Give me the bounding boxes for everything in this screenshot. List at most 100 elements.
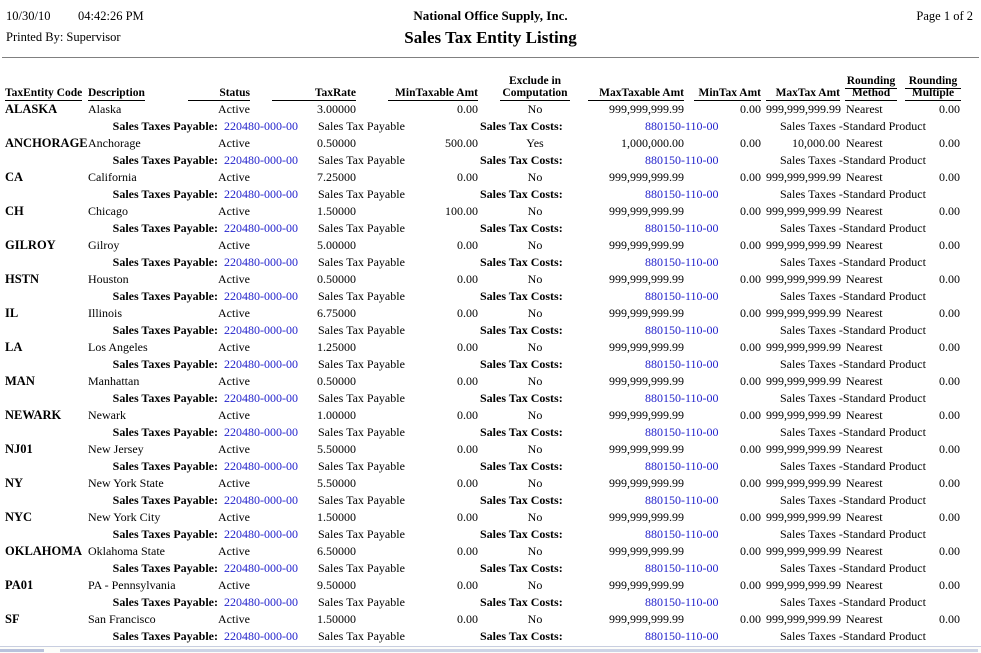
cell-exclude-computation: Yes — [526, 136, 544, 150]
cell-tax-entity-code: MAN — [5, 374, 35, 388]
link-costs-account[interactable]: 880150-110-00 — [645, 425, 719, 439]
link-payable-account[interactable]: 220480-000-00 — [224, 187, 298, 201]
link-costs-account[interactable]: 880150-110-00 — [645, 255, 719, 269]
link-costs-account[interactable]: 880150-110-00 — [645, 221, 719, 235]
cell-tax-rate: 1.00000 — [317, 408, 356, 422]
link-payable-account[interactable]: 220480-000-00 — [224, 357, 298, 371]
text-costs-account-desc: Sales Taxes -Standard Product — [780, 119, 926, 133]
link-costs-account[interactable]: 880150-110-00 — [645, 493, 719, 507]
link-payable-account[interactable]: 220480-000-00 — [224, 425, 298, 439]
label-sales-tax-costs: Sales Tax Costs: — [480, 493, 563, 507]
label-sales-taxes-payable: Sales Taxes Payable: — [112, 459, 218, 473]
link-costs-account[interactable]: 880150-110-00 — [645, 629, 719, 643]
link-costs-account[interactable]: 880150-110-00 — [645, 595, 719, 609]
text-costs-account-desc: Sales Taxes -Standard Product — [780, 493, 926, 507]
table-column-headers: TaxEntity Code Description Status TaxRat… — [0, 75, 981, 102]
link-payable-account[interactable]: 220480-000-00 — [224, 493, 298, 507]
link-costs-account[interactable]: 880150-110-00 — [645, 561, 719, 575]
link-payable-account[interactable]: 220480-000-00 — [224, 595, 298, 609]
link-payable-account[interactable]: 220480-000-00 — [224, 221, 298, 235]
cell-tax-rate: 0.50000 — [317, 136, 356, 150]
cell-description: Illinois — [88, 306, 123, 320]
cell-tax-entity-code: NJ01 — [5, 442, 33, 456]
link-costs-account[interactable]: 880150-110-00 — [645, 153, 719, 167]
cell-tax-rate: 1.50000 — [317, 510, 356, 524]
table-row: CA California Active 7.25000 0.00 No 999,999,9… — [0, 171, 981, 205]
link-payable-account[interactable]: 220480-000-00 — [224, 629, 298, 643]
link-payable-account[interactable]: 220480-000-00 — [224, 561, 298, 575]
cell-tax-entity-code: GILROY — [5, 238, 56, 252]
link-costs-account[interactable]: 880150-110-00 — [645, 289, 719, 303]
column-header-description: Description — [88, 87, 145, 101]
table-row: CH Chicago Active 1.50000 100.00 No 999,999,99… — [0, 205, 981, 239]
viewer-bottom-edge — [0, 646, 981, 653]
link-payable-account[interactable]: 220480-000-00 — [224, 119, 298, 133]
link-payable-account[interactable]: 220480-000-00 — [224, 391, 298, 405]
link-costs-account[interactable]: 880150-110-00 — [645, 323, 719, 337]
text-costs-account-desc: Sales Taxes -Standard Product — [780, 323, 926, 337]
cell-min-tax-amt: 0.00 — [740, 170, 761, 184]
link-costs-account[interactable]: 880150-110-00 — [645, 391, 719, 405]
link-costs-account[interactable]: 880150-110-00 — [645, 459, 719, 473]
cell-tax-entity-code: LA — [5, 340, 23, 354]
cell-tax-entity-code: OKLAHOMA — [5, 544, 83, 558]
cell-max-tax-amt: 999,999,999.99 — [766, 544, 841, 558]
label-sales-tax-costs: Sales Tax Costs: — [480, 561, 563, 575]
link-payable-account[interactable]: 220480-000-00 — [224, 289, 298, 303]
viewer-bottom-edge-right — [60, 649, 978, 652]
cell-rounding-method: Nearest — [846, 102, 883, 116]
link-payable-account[interactable]: 220480-000-00 — [224, 255, 298, 269]
link-costs-account[interactable]: 880150-110-00 — [645, 187, 719, 201]
cell-tax-entity-code: HSTN — [5, 272, 40, 286]
label-sales-tax-costs: Sales Tax Costs: — [480, 391, 563, 405]
cell-tax-entity-code: PA01 — [5, 578, 34, 592]
cell-rounding-multiple: 0.00 — [939, 544, 960, 558]
cell-max-taxable-amt: 999,999,999.99 — [609, 442, 684, 456]
cell-max-taxable-amt: 1,000,000.00 — [621, 136, 684, 150]
column-header-multiple: Multiple — [905, 87, 961, 101]
cell-description: Los Angeles — [88, 340, 148, 354]
link-costs-account[interactable]: 880150-110-00 — [645, 527, 719, 541]
cell-min-tax-amt: 0.00 — [740, 136, 761, 150]
cell-exclude-computation: No — [527, 170, 543, 184]
label-sales-tax-costs: Sales Tax Costs: — [480, 629, 563, 643]
cell-exclude-computation: No — [527, 408, 543, 422]
cell-rounding-method: Nearest — [846, 136, 883, 150]
link-payable-account[interactable]: 220480-000-00 — [224, 153, 298, 167]
link-payable-account[interactable]: 220480-000-00 — [224, 323, 298, 337]
cell-rounding-multiple: 0.00 — [939, 204, 960, 218]
link-costs-account[interactable]: 880150-110-00 — [645, 357, 719, 371]
cell-min-tax-amt: 0.00 — [740, 612, 761, 626]
cell-rounding-multiple: 0.00 — [939, 442, 960, 456]
cell-tax-entity-code: NEWARK — [5, 408, 62, 422]
cell-description: New York City — [88, 510, 161, 524]
column-header-tax-rate: TaxRate — [272, 87, 356, 101]
text-costs-account-desc: Sales Taxes -Standard Product — [780, 459, 926, 473]
cell-tax-rate: 5.50000 — [317, 442, 356, 456]
cell-rounding-method: Nearest — [846, 204, 883, 218]
cell-min-tax-amt: 0.00 — [740, 306, 761, 320]
cell-max-tax-amt: 999,999,999.99 — [766, 272, 841, 286]
cell-min-tax-amt: 0.00 — [740, 102, 761, 116]
cell-max-taxable-amt: 999,999,999.99 — [609, 578, 684, 592]
cell-min-taxable-amt: 500.00 — [445, 136, 478, 150]
link-payable-account[interactable]: 220480-000-00 — [224, 527, 298, 541]
cell-rounding-method: Nearest — [846, 306, 883, 320]
label-sales-tax-costs: Sales Tax Costs: — [480, 289, 563, 303]
cell-tax-entity-code: CH — [5, 204, 24, 218]
column-header-rounding-2: Rounding — [905, 75, 961, 89]
cell-max-tax-amt: 999,999,999.99 — [766, 578, 841, 592]
link-costs-account[interactable]: 880150-110-00 — [645, 119, 719, 133]
cell-rounding-multiple: 0.00 — [939, 408, 960, 422]
text-payable-account-desc: Sales Tax Payable — [318, 459, 405, 473]
label-sales-tax-costs: Sales Tax Costs: — [480, 255, 563, 269]
link-payable-account[interactable]: 220480-000-00 — [224, 459, 298, 473]
cell-tax-entity-code: IL — [5, 306, 19, 320]
label-sales-taxes-payable: Sales Taxes Payable: — [112, 595, 218, 609]
viewer-bottom-edge-left — [0, 649, 44, 652]
cell-tax-entity-code: CA — [5, 170, 24, 184]
cell-description: PA - Pennsylvania — [88, 578, 176, 592]
text-costs-account-desc: Sales Taxes -Standard Product — [780, 595, 926, 609]
cell-exclude-computation: No — [527, 544, 543, 558]
